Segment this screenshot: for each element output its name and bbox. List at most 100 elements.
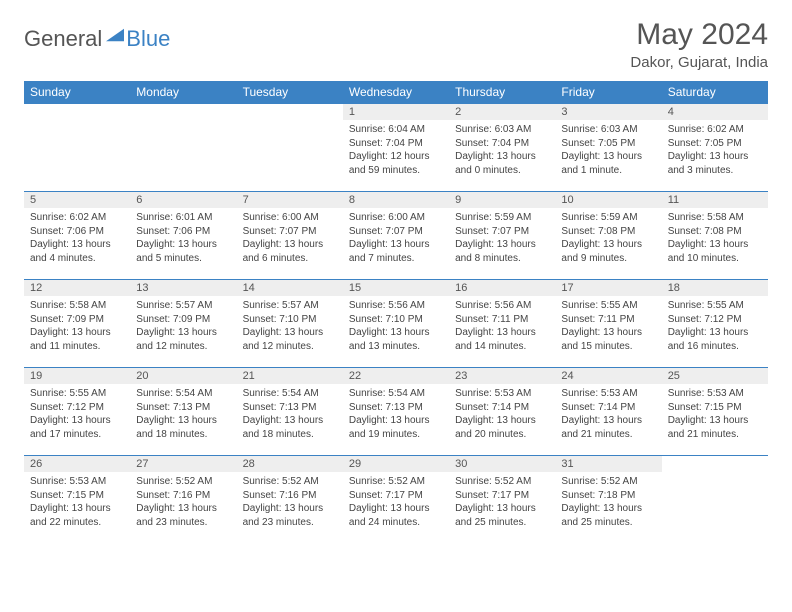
daylight-text: Daylight: 13 hours and 16 minutes. (668, 326, 762, 353)
calendar-day-cell: 17Sunrise: 5:55 AMSunset: 7:11 PMDayligh… (555, 279, 661, 367)
daylight-text: Daylight: 13 hours and 7 minutes. (349, 238, 443, 265)
calendar-day-cell: 27Sunrise: 5:52 AMSunset: 7:16 PMDayligh… (130, 455, 236, 543)
weekday-header: Wednesday (343, 81, 449, 103)
day-number: 25 (662, 367, 768, 384)
sunrise-text: Sunrise: 5:57 AM (136, 299, 230, 313)
daylight-text: Daylight: 13 hours and 23 minutes. (136, 502, 230, 529)
daylight-text: Daylight: 13 hours and 12 minutes. (136, 326, 230, 353)
sunset-text: Sunset: 7:08 PM (561, 225, 655, 239)
sunset-text: Sunset: 7:14 PM (455, 401, 549, 415)
sunset-text: Sunset: 7:17 PM (349, 489, 443, 503)
daylight-text: Daylight: 13 hours and 9 minutes. (561, 238, 655, 265)
sunrise-text: Sunrise: 5:52 AM (136, 475, 230, 489)
sunrise-text: Sunrise: 6:03 AM (561, 123, 655, 137)
calendar-day-cell: 24Sunrise: 5:53 AMSunset: 7:14 PMDayligh… (555, 367, 661, 455)
daylight-text: Daylight: 13 hours and 18 minutes. (243, 414, 337, 441)
sunset-text: Sunset: 7:06 PM (136, 225, 230, 239)
day-number: 1 (343, 103, 449, 120)
day-content: Sunrise: 5:53 AMSunset: 7:15 PMDaylight:… (24, 472, 130, 535)
calendar-day-cell: 30Sunrise: 5:52 AMSunset: 7:17 PMDayligh… (449, 455, 555, 543)
day-number: 10 (555, 191, 661, 208)
calendar-body: 1Sunrise: 6:04 AMSunset: 7:04 PMDaylight… (24, 103, 768, 543)
sunrise-text: Sunrise: 5:53 AM (668, 387, 762, 401)
day-content: Sunrise: 5:52 AMSunset: 7:17 PMDaylight:… (343, 472, 449, 535)
daylight-text: Daylight: 13 hours and 0 minutes. (455, 150, 549, 177)
day-number: 7 (237, 191, 343, 208)
calendar-day-cell: 1Sunrise: 6:04 AMSunset: 7:04 PMDaylight… (343, 103, 449, 191)
sunset-text: Sunset: 7:10 PM (243, 313, 337, 327)
sunset-text: Sunset: 7:10 PM (349, 313, 443, 327)
calendar-table: SundayMondayTuesdayWednesdayThursdayFrid… (24, 81, 768, 543)
month-title: May 2024 (630, 18, 768, 52)
calendar-day-cell: 26Sunrise: 5:53 AMSunset: 7:15 PMDayligh… (24, 455, 130, 543)
day-number: 30 (449, 455, 555, 472)
day-content: Sunrise: 5:59 AMSunset: 7:08 PMDaylight:… (555, 208, 661, 271)
calendar-week-row: 5Sunrise: 6:02 AMSunset: 7:06 PMDaylight… (24, 191, 768, 279)
daylight-text: Daylight: 13 hours and 6 minutes. (243, 238, 337, 265)
sunset-text: Sunset: 7:09 PM (30, 313, 124, 327)
day-content: Sunrise: 5:55 AMSunset: 7:12 PMDaylight:… (24, 384, 130, 447)
day-content: Sunrise: 6:03 AMSunset: 7:05 PMDaylight:… (555, 120, 661, 183)
day-content: Sunrise: 5:52 AMSunset: 7:17 PMDaylight:… (449, 472, 555, 535)
day-number-empty (662, 455, 768, 472)
day-number: 4 (662, 103, 768, 120)
day-number: 6 (130, 191, 236, 208)
sunset-text: Sunset: 7:11 PM (561, 313, 655, 327)
calendar-day-cell: 2Sunrise: 6:03 AMSunset: 7:04 PMDaylight… (449, 103, 555, 191)
calendar-day-cell: 12Sunrise: 5:58 AMSunset: 7:09 PMDayligh… (24, 279, 130, 367)
calendar-week-row: 1Sunrise: 6:04 AMSunset: 7:04 PMDaylight… (24, 103, 768, 191)
sunrise-text: Sunrise: 5:54 AM (349, 387, 443, 401)
weekday-header: Sunday (24, 81, 130, 103)
sunrise-text: Sunrise: 5:59 AM (455, 211, 549, 225)
daylight-text: Daylight: 13 hours and 13 minutes. (349, 326, 443, 353)
calendar-day-cell: 19Sunrise: 5:55 AMSunset: 7:12 PMDayligh… (24, 367, 130, 455)
sunrise-text: Sunrise: 5:55 AM (668, 299, 762, 313)
day-content: Sunrise: 5:58 AMSunset: 7:08 PMDaylight:… (662, 208, 768, 271)
sunset-text: Sunset: 7:17 PM (455, 489, 549, 503)
daylight-text: Daylight: 13 hours and 25 minutes. (455, 502, 549, 529)
sunrise-text: Sunrise: 5:52 AM (561, 475, 655, 489)
day-number: 29 (343, 455, 449, 472)
weekday-header: Tuesday (237, 81, 343, 103)
calendar-day-cell: 18Sunrise: 5:55 AMSunset: 7:12 PMDayligh… (662, 279, 768, 367)
day-number: 3 (555, 103, 661, 120)
sunset-text: Sunset: 7:05 PM (668, 137, 762, 151)
day-content: Sunrise: 5:54 AMSunset: 7:13 PMDaylight:… (343, 384, 449, 447)
sunset-text: Sunset: 7:16 PM (136, 489, 230, 503)
sunrise-text: Sunrise: 5:57 AM (243, 299, 337, 313)
daylight-text: Daylight: 13 hours and 3 minutes. (668, 150, 762, 177)
calendar-day-cell: 21Sunrise: 5:54 AMSunset: 7:13 PMDayligh… (237, 367, 343, 455)
sunset-text: Sunset: 7:12 PM (30, 401, 124, 415)
weekday-header: Friday (555, 81, 661, 103)
sunrise-text: Sunrise: 5:52 AM (349, 475, 443, 489)
day-number: 24 (555, 367, 661, 384)
calendar-day-cell: 25Sunrise: 5:53 AMSunset: 7:15 PMDayligh… (662, 367, 768, 455)
sunrise-text: Sunrise: 5:52 AM (243, 475, 337, 489)
calendar-day-cell: 29Sunrise: 5:52 AMSunset: 7:17 PMDayligh… (343, 455, 449, 543)
day-content: Sunrise: 6:01 AMSunset: 7:06 PMDaylight:… (130, 208, 236, 271)
sunset-text: Sunset: 7:07 PM (243, 225, 337, 239)
day-number: 26 (24, 455, 130, 472)
day-content: Sunrise: 5:54 AMSunset: 7:13 PMDaylight:… (237, 384, 343, 447)
sunset-text: Sunset: 7:08 PM (668, 225, 762, 239)
calendar-day-cell: 3Sunrise: 6:03 AMSunset: 7:05 PMDaylight… (555, 103, 661, 191)
day-content: Sunrise: 5:52 AMSunset: 7:16 PMDaylight:… (130, 472, 236, 535)
day-number: 14 (237, 279, 343, 296)
day-content: Sunrise: 6:02 AMSunset: 7:05 PMDaylight:… (662, 120, 768, 183)
day-number: 28 (237, 455, 343, 472)
sunrise-text: Sunrise: 6:00 AM (349, 211, 443, 225)
sunset-text: Sunset: 7:06 PM (30, 225, 124, 239)
calendar-day-cell: 4Sunrise: 6:02 AMSunset: 7:05 PMDaylight… (662, 103, 768, 191)
sunrise-text: Sunrise: 6:04 AM (349, 123, 443, 137)
day-number: 11 (662, 191, 768, 208)
day-number: 27 (130, 455, 236, 472)
sunset-text: Sunset: 7:07 PM (455, 225, 549, 239)
day-content: Sunrise: 5:57 AMSunset: 7:09 PMDaylight:… (130, 296, 236, 359)
logo-triangle-icon (106, 28, 124, 42)
sunrise-text: Sunrise: 5:54 AM (243, 387, 337, 401)
sunset-text: Sunset: 7:16 PM (243, 489, 337, 503)
day-number: 2 (449, 103, 555, 120)
logo: General Blue (24, 26, 170, 52)
day-content: Sunrise: 5:52 AMSunset: 7:18 PMDaylight:… (555, 472, 661, 535)
day-number: 5 (24, 191, 130, 208)
